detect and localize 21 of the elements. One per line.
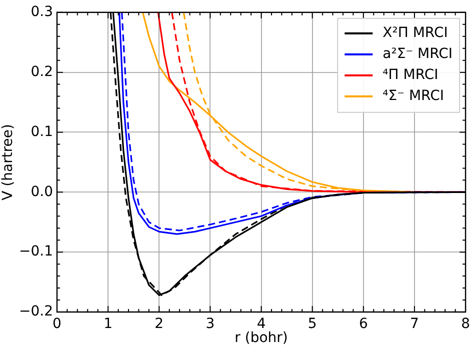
x-tick-label: 8 bbox=[461, 316, 470, 332]
x-tick-label: 3 bbox=[206, 316, 215, 332]
y-tick-label: 0.1 bbox=[30, 124, 53, 140]
legend-label: ⁴Σ⁻ MRCI bbox=[382, 88, 444, 104]
x-tick-label: 0 bbox=[52, 316, 62, 332]
y-tick-label: 0.0 bbox=[30, 184, 53, 200]
y-tick-label: 0.3 bbox=[30, 4, 53, 20]
legend-label: X²Π MRCI bbox=[382, 25, 448, 42]
y-tick-label: −0.1 bbox=[19, 244, 53, 260]
x-tick-label: 7 bbox=[410, 316, 419, 332]
legend-label: ⁴Π MRCI bbox=[382, 67, 438, 84]
x-tick-label: 4 bbox=[256, 316, 266, 332]
legend-label: a²Σ⁻ MRCI bbox=[382, 46, 453, 62]
y-tick-label: −0.2 bbox=[19, 304, 53, 320]
x-tick-label: 1 bbox=[104, 316, 113, 332]
x-tick-label: 5 bbox=[308, 316, 317, 332]
x-axis-title: r (bohr) bbox=[234, 330, 288, 346]
y-tick-label: 0.2 bbox=[30, 64, 53, 80]
x-tick-label: 2 bbox=[154, 316, 164, 332]
x-tick-label: 6 bbox=[358, 316, 368, 332]
y-axis-title: V (hartree) bbox=[0, 124, 16, 200]
